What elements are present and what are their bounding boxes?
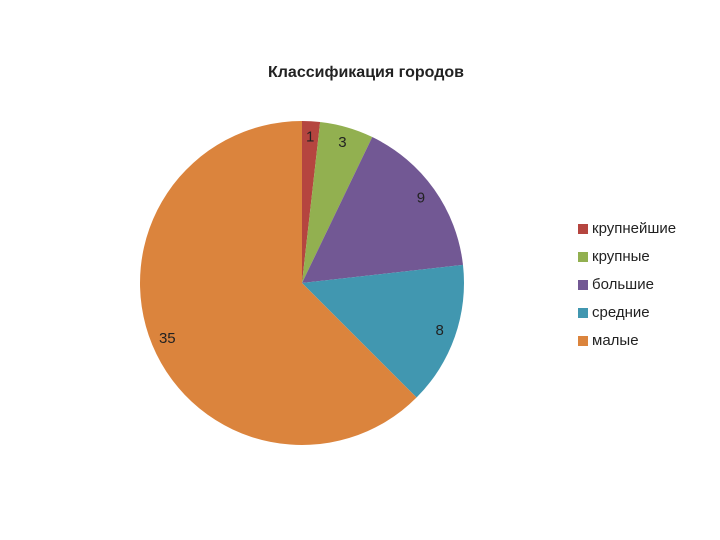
legend-label: крупнейшие xyxy=(592,220,676,237)
legend-swatch xyxy=(578,336,588,346)
data-label: 3 xyxy=(338,134,346,151)
legend-swatch xyxy=(578,280,588,290)
data-label: 1 xyxy=(306,128,314,145)
pie-slice xyxy=(302,122,373,284)
legend-swatch xyxy=(578,224,588,234)
pie-slice xyxy=(302,264,464,398)
legend-label: крупные xyxy=(592,248,650,265)
legend-label: большие xyxy=(592,276,654,293)
pie-slice xyxy=(140,121,417,445)
chart-title: Классификация городов xyxy=(268,64,464,81)
data-label: 9 xyxy=(417,190,425,207)
data-label: 8 xyxy=(435,322,443,339)
pie-slice xyxy=(302,137,463,283)
legend-label: малые xyxy=(592,332,639,349)
legend-swatch xyxy=(578,252,588,262)
pie-slice xyxy=(302,121,321,283)
legend-swatch xyxy=(578,308,588,318)
data-label: 35 xyxy=(159,330,176,347)
legend-label: средние xyxy=(592,304,650,321)
